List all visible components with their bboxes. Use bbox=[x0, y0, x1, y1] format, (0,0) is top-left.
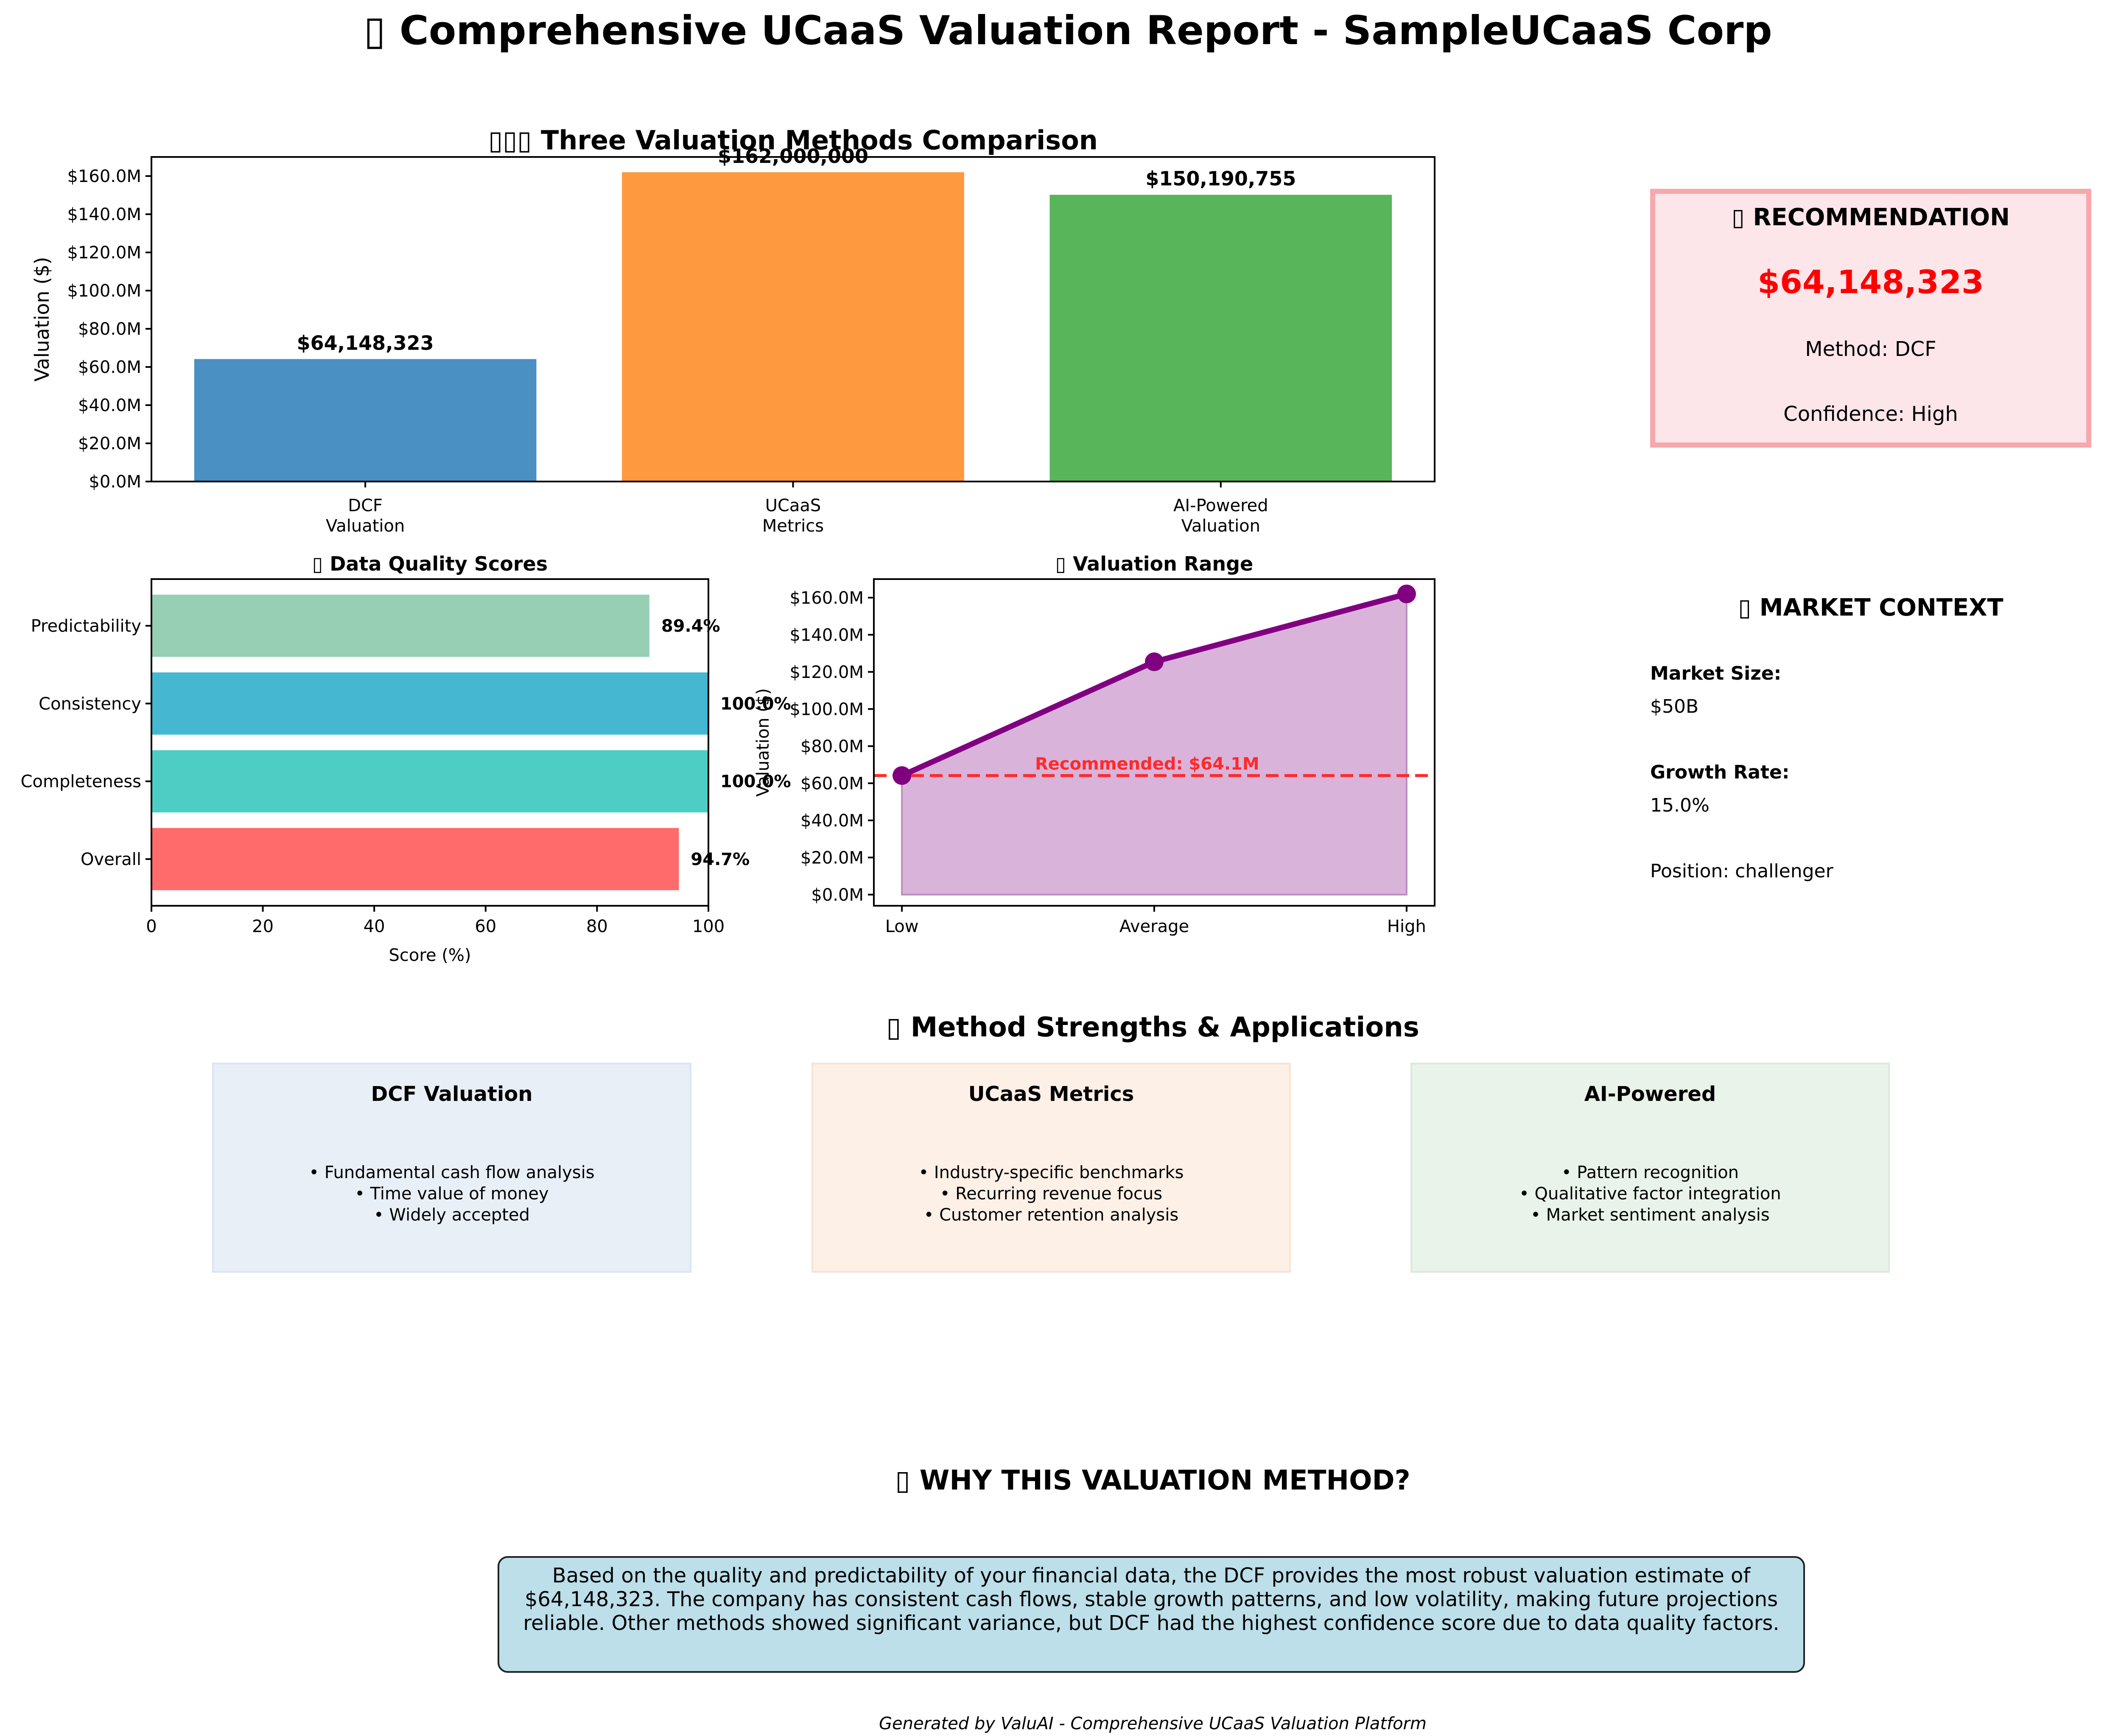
y-tick-label: Overall bbox=[81, 850, 141, 869]
strength-bullet: • Qualitative factor integration bbox=[1519, 1184, 1781, 1204]
recommendation-box bbox=[1650, 189, 2091, 448]
why-title: ▯ WHY THIS VALUATION METHOD? bbox=[895, 1465, 1410, 1496]
hbar bbox=[151, 750, 708, 812]
bar-data-label: $64,148,323 bbox=[297, 331, 434, 354]
y-tick-label: $160.0M bbox=[790, 588, 864, 608]
y-tick-label: $60.0M bbox=[800, 774, 864, 793]
y-tick-label: $120.0M bbox=[790, 663, 864, 682]
strength-card-title: UCaaS Metrics bbox=[968, 1082, 1134, 1106]
strength-bullet: • Fundamental cash flow analysis bbox=[309, 1163, 595, 1182]
x-tick-label: 80 bbox=[586, 917, 608, 936]
x-tick-label: AI-Powered Valuation bbox=[1173, 496, 1268, 536]
strength-bullet: • Widely accepted bbox=[374, 1205, 530, 1225]
y-tick-label: $140.0M bbox=[67, 205, 141, 224]
bar-data-label: 94.7% bbox=[691, 850, 750, 869]
hbar bbox=[151, 828, 679, 890]
recommendation-method: Method: DCF bbox=[1805, 337, 1936, 361]
recommendation-header: ▯ RECOMMENDATION bbox=[1732, 204, 2010, 231]
strength-card-ai: AI-Powered • Pattern recognition • Quali… bbox=[1410, 1063, 1890, 1273]
x-tick-label: Average bbox=[1119, 917, 1189, 936]
plot-frame bbox=[151, 156, 1435, 482]
y-tick-label: $80.0M bbox=[800, 737, 864, 756]
y-tick-label: $100.0M bbox=[67, 281, 141, 301]
strength-card-title: DCF Valuation bbox=[371, 1082, 533, 1106]
y-tick-label: $140.0M bbox=[790, 625, 864, 645]
strength-card-dcf: DCF Valuation • Fundamental cash flow an… bbox=[212, 1063, 691, 1273]
y-tick-label: $40.0M bbox=[800, 811, 864, 831]
y-tick-label: $0.0M bbox=[811, 885, 864, 905]
chart-title: ▯▯▯ Three Valuation Methods Comparison bbox=[488, 125, 1098, 156]
range-point bbox=[1397, 585, 1416, 603]
x-tick-label: UCaaS Metrics bbox=[762, 496, 824, 536]
y-tick-label: Predictability bbox=[31, 616, 141, 636]
x-axis-label: Score (%) bbox=[389, 946, 471, 965]
x-tick-label: 60 bbox=[475, 917, 496, 936]
strength-bullet: • Customer retention analysis bbox=[923, 1205, 1179, 1225]
footer-text: Generated by ValuAI - Comprehensive UCaa… bbox=[879, 1714, 1427, 1733]
y-tick-label: $60.0M bbox=[78, 358, 141, 377]
y-tick-label: Completeness bbox=[21, 772, 141, 792]
market-position: Position: challenger bbox=[1650, 860, 1833, 882]
market-size-label: Market Size: bbox=[1650, 663, 1782, 684]
strength-card-ucaas: UCaaS Metrics • Industry-specific benchm… bbox=[811, 1063, 1291, 1273]
y-tick-label: $20.0M bbox=[78, 434, 141, 454]
x-tick-label: 100 bbox=[692, 917, 725, 936]
bar-data-label: 89.4% bbox=[661, 616, 720, 636]
bar bbox=[622, 172, 964, 482]
x-tick-label: DCF Valuation bbox=[326, 496, 405, 536]
y-tick-label: $160.0M bbox=[67, 167, 141, 186]
chart-title: ▯ Valuation Range bbox=[1055, 552, 1253, 575]
y-tick-label: $20.0M bbox=[800, 848, 864, 868]
report-title: ▯ Comprehensive UCaaS Valuation Report -… bbox=[364, 8, 1772, 54]
bar bbox=[1049, 195, 1392, 482]
range-point bbox=[893, 766, 912, 785]
x-tick-label: 20 bbox=[252, 917, 274, 936]
bar-data-label: $150,190,755 bbox=[1145, 167, 1296, 190]
y-tick-label: $40.0M bbox=[78, 396, 141, 415]
growth-rate-label: Growth Rate: bbox=[1650, 762, 1790, 783]
range-point bbox=[1145, 652, 1164, 671]
plot-frame bbox=[873, 578, 1435, 907]
y-tick-label: $0.0M bbox=[89, 472, 141, 492]
y-tick-label: $100.0M bbox=[790, 700, 864, 719]
x-tick-label: Low bbox=[885, 917, 919, 936]
strength-bullet: • Recurring revenue focus bbox=[940, 1184, 1163, 1204]
y-axis-label: Valuation ($) bbox=[31, 257, 53, 381]
market-size-value: $50B bbox=[1650, 696, 1699, 717]
bar-data-label: 100.0% bbox=[720, 694, 791, 714]
strength-bullet: • Market sentiment analysis bbox=[1531, 1205, 1770, 1225]
y-tick-label: $80.0M bbox=[78, 319, 141, 339]
y-tick-label: $120.0M bbox=[67, 243, 141, 263]
x-tick-label: High bbox=[1387, 917, 1426, 936]
bar-data-label: 100.0% bbox=[720, 772, 791, 792]
why-explanation: Based on the quality and predictability … bbox=[498, 1556, 1805, 1673]
bar bbox=[194, 359, 537, 482]
strength-bullet: • Pattern recognition bbox=[1561, 1163, 1739, 1182]
y-tick-label: Consistency bbox=[39, 694, 141, 714]
recommendation-value: $64,148,323 bbox=[1757, 263, 1984, 301]
x-tick-label: 40 bbox=[364, 917, 385, 936]
chart-title: ▯ Data Quality Scores bbox=[312, 552, 548, 575]
strengths-title: ▯ Method Strengths & Applications bbox=[886, 1012, 1419, 1043]
x-tick-label: 0 bbox=[146, 917, 157, 936]
hbar bbox=[151, 594, 649, 657]
recommended-line-label: Recommended: $64.1M bbox=[1035, 754, 1259, 774]
plot-frame bbox=[151, 578, 709, 907]
market-context-header: ▯ MARKET CONTEXT bbox=[1738, 594, 2003, 622]
strength-bullet: • Industry-specific benchmarks bbox=[918, 1163, 1184, 1182]
growth-rate-value: 15.0% bbox=[1650, 795, 1710, 816]
recommendation-confidence: Confidence: High bbox=[1783, 402, 1958, 426]
hbar bbox=[151, 672, 708, 735]
strength-card-title: AI-Powered bbox=[1584, 1082, 1716, 1106]
strength-bullet: • Time value of money bbox=[355, 1184, 549, 1204]
y-axis-label: Valuation ($) bbox=[753, 688, 773, 797]
